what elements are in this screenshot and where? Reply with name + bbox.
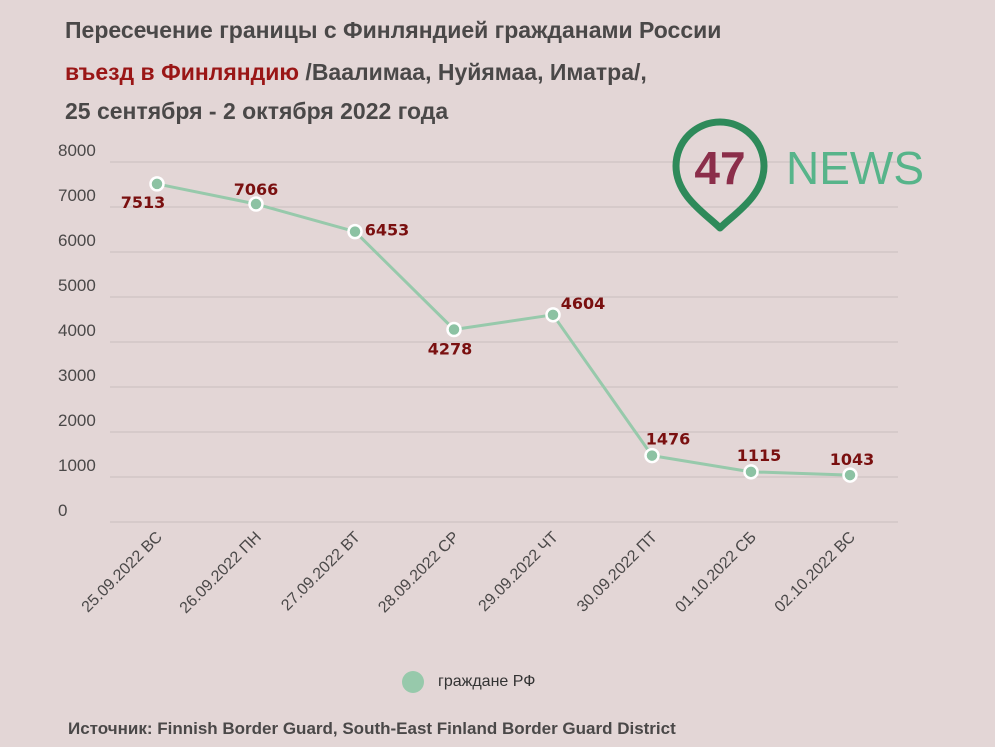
data-point: [644, 447, 660, 464]
y-tick-label: 8000: [58, 141, 96, 160]
x-tick-label: 28.09.2022 СР: [375, 529, 463, 617]
x-tick-label: 02.10.2022 ВС: [772, 529, 859, 616]
data-label: 1115: [737, 446, 782, 465]
47news-logo: 47 NEWS: [672, 118, 924, 232]
y-tick-label: 6000: [58, 231, 96, 250]
data-label: 1043: [830, 450, 875, 469]
data-point: [743, 464, 759, 480]
legend-label: граждане РФ: [438, 673, 536, 690]
data-label: 7066: [234, 180, 279, 199]
logo-pin-icon: [672, 118, 768, 232]
x-tick-label: 26.09.2022 ПН: [177, 529, 265, 617]
chart-title-accent: въезд в Финляндию: [65, 59, 300, 85]
y-tick-label: 2000: [58, 411, 96, 430]
x-tick-label: 29.09.2022 ЧТ: [476, 529, 562, 615]
data-label: 4278: [428, 339, 473, 358]
chart-title-line1: Пересечение границы с Финляндией граждан…: [65, 17, 722, 43]
chart-title-rest: /Ваалимаа, Нуйямаа, Иматра/,: [299, 59, 647, 85]
logo-word: NEWS: [786, 142, 924, 194]
x-tick-label: 30.09.2022 ПТ: [574, 529, 661, 616]
data-label: 1476: [646, 430, 691, 449]
y-tick-label: 7000: [58, 186, 96, 205]
data-point: [446, 321, 462, 338]
x-tick-label: 25.09.2022 ВС: [79, 529, 166, 616]
y-tick-label: 5000: [58, 276, 96, 295]
logo-number: 47: [694, 142, 745, 194]
source-note: Источник: Finnish Border Guard, South-Ea…: [68, 719, 676, 738]
y-tick-label: 1000: [58, 456, 96, 475]
data-point: [545, 307, 561, 323]
y-tick-label: 4000: [58, 321, 96, 340]
data-point: [248, 196, 264, 212]
x-tick-label: 27.09.2022 ВТ: [278, 529, 364, 615]
x-tick-label: 01.10.2022 СБ: [672, 529, 759, 616]
legend: граждане РФ: [402, 671, 535, 693]
data-label: 7513: [121, 193, 166, 212]
data-point: [842, 467, 858, 483]
data-point: [149, 176, 165, 192]
data-label: 6453: [365, 221, 410, 240]
data-point: [347, 223, 363, 240]
y-tick-label: 3000: [58, 366, 96, 385]
series-line: [156, 182, 851, 477]
y-axis: 0 1000 2000 3000 4000 5000 6000 7000 8000: [58, 141, 96, 520]
chart-title-line2: въезд в Финляндию /Ваалимаа, Нуйямаа, Им…: [65, 59, 647, 86]
series-points: 7513 7066 6453 4278 4604 1476 1115 1043: [121, 176, 875, 483]
data-label: 4604: [561, 294, 606, 313]
chart-title-line3: 25 сентября - 2 октября 2022 года: [65, 98, 449, 124]
legend-marker: [402, 671, 424, 693]
grid: [110, 161, 898, 523]
x-axis: 25.09.2022 ВС 26.09.2022 ПН 27.09.2022 ВТ 2…: [79, 529, 859, 617]
y-tick-label: 0: [58, 501, 67, 520]
